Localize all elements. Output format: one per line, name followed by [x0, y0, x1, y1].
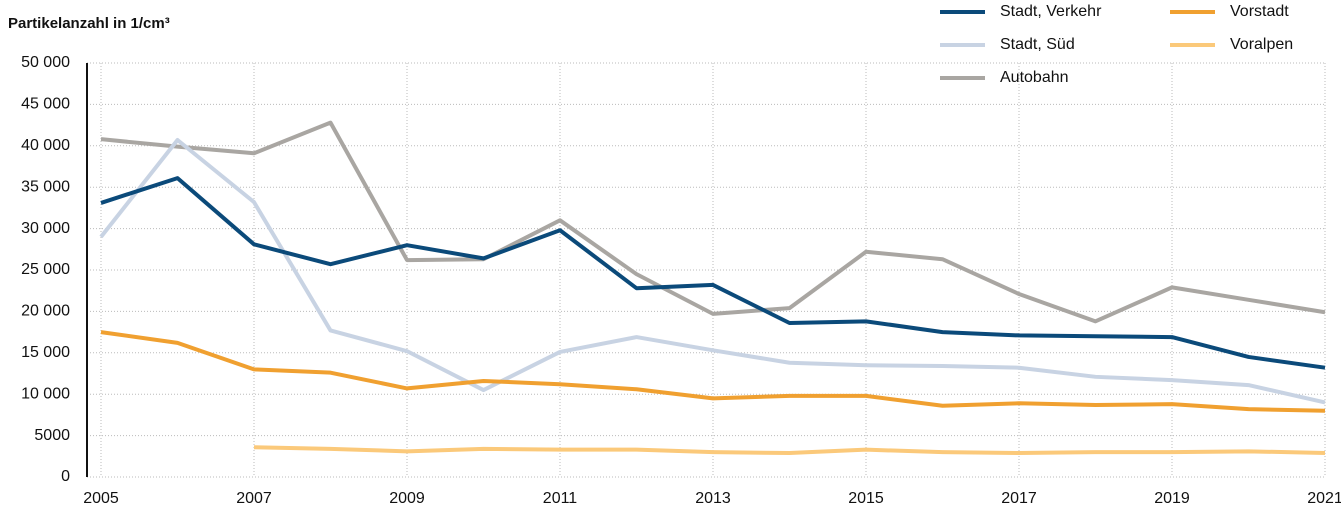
- y-tick-label: 35 000: [21, 178, 70, 195]
- legend-label: Stadt, Verkehr: [1000, 3, 1102, 20]
- series-line: [100, 120, 1326, 324]
- y-tick-label: 40 000: [21, 137, 70, 154]
- y-tick-label: 15 000: [21, 344, 70, 361]
- x-tick-label: 2015: [848, 490, 884, 507]
- x-tick-label: 2017: [1001, 490, 1037, 507]
- y-tick-label: 0: [61, 468, 70, 485]
- y-tick-label: 25 000: [21, 261, 70, 278]
- series-line: [100, 330, 1326, 413]
- x-tick-label: 2007: [236, 490, 272, 507]
- legend-label: Voralpen: [1230, 36, 1293, 53]
- series-line: [99, 138, 1326, 405]
- x-tick-label: 2013: [695, 490, 731, 507]
- y-tick-label: 45 000: [21, 96, 70, 113]
- y-tick-label: 30 000: [21, 220, 70, 237]
- legend-label: Stadt, Süd: [1000, 36, 1075, 53]
- x-tick-label: 2019: [1154, 490, 1190, 507]
- series-line: [253, 445, 1326, 455]
- x-tick-label: 2009: [389, 490, 425, 507]
- x-tick-label: 2005: [83, 490, 119, 507]
- legend-label: Autobahn: [1000, 69, 1069, 86]
- y-tick-label: 20 000: [21, 303, 70, 320]
- x-tick-label: 2021: [1307, 490, 1341, 507]
- legend-label: Vorstadt: [1230, 3, 1289, 20]
- x-tick-label: 2011: [543, 490, 578, 507]
- y-tick-label: 50 000: [21, 54, 70, 71]
- series-line: [100, 176, 1326, 370]
- chart-title: Partikelanzahl in 1/cm³: [8, 15, 170, 32]
- y-tick-label: 5000: [34, 427, 70, 444]
- y-tick-label: 10 000: [21, 385, 70, 402]
